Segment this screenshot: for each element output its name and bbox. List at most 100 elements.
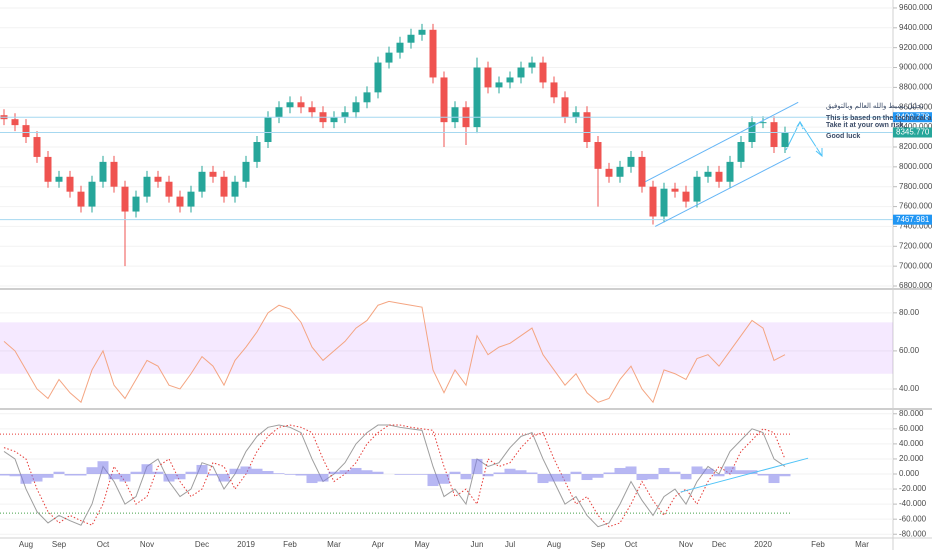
candle-body (605, 168, 613, 177)
histogram-bar (592, 474, 604, 478)
histogram-bar (306, 474, 318, 484)
histogram-bar (647, 474, 659, 480)
y-tick-label: 40.000 (899, 439, 924, 448)
histogram-bar (713, 474, 725, 477)
candle-body (759, 122, 767, 124)
x-tick-label: Feb (811, 540, 825, 549)
histogram-bar (438, 474, 450, 484)
y-tick-label: 40.00 (899, 384, 920, 393)
histogram-bar (196, 464, 208, 474)
y-tick-label: 7000.000 (899, 261, 932, 270)
rsi-band (0, 322, 893, 374)
histogram-bar (691, 466, 703, 474)
candle-body (627, 156, 635, 167)
candle-body (451, 107, 459, 123)
y-tick-label: 60.00 (899, 346, 920, 355)
histogram-bar (724, 466, 736, 474)
histogram-bar (548, 474, 560, 482)
candle-body (715, 171, 723, 182)
candle-body (418, 29, 426, 35)
candle-body (154, 176, 162, 182)
candle-body (99, 161, 107, 182)
histogram-bar (449, 471, 461, 474)
candle-body (209, 171, 217, 177)
price-tag-label: 8499.778 (896, 112, 930, 121)
candle-body (264, 117, 272, 143)
y-tick-label: -20.000 (899, 484, 927, 493)
candle-body (484, 67, 492, 88)
y-tick-label: -40.000 (899, 499, 927, 508)
histogram-bar (581, 474, 593, 481)
candle-body (297, 102, 305, 108)
candle-body (704, 171, 712, 177)
candle-body (352, 102, 360, 113)
candle-body (308, 107, 316, 113)
trend-line (654, 156, 791, 227)
trend-line (680, 457, 809, 493)
line-line (3, 424, 786, 528)
histogram-bar (537, 474, 549, 484)
x-tick-label: May (414, 540, 429, 549)
histogram-bar (9, 474, 21, 477)
x-tick-label: Oct (625, 540, 638, 549)
annotation: Take it at your own risk. (826, 122, 905, 129)
histogram-bar (636, 474, 648, 481)
histogram-bar (53, 471, 65, 474)
histogram-bar (20, 474, 32, 484)
histogram-bar (119, 474, 131, 482)
y-tick-label: 9200.000 (899, 43, 932, 52)
histogram-bar (680, 474, 692, 480)
x-tick-label: Apr (372, 540, 385, 549)
y-tick-label: -80.000 (899, 529, 927, 538)
x-tick-label: Jul (505, 540, 515, 549)
histogram-bar (460, 474, 472, 480)
candle-body (187, 191, 195, 207)
candle-body (616, 166, 624, 177)
candle-body (682, 191, 690, 202)
histogram-bar (108, 474, 120, 480)
candle-body (242, 161, 250, 182)
histogram-bar (757, 474, 769, 476)
histogram-bar (240, 466, 252, 474)
candle-body (44, 156, 52, 182)
histogram-bar (625, 466, 637, 474)
x-tick-label: Mar (327, 540, 341, 549)
candle-body (88, 181, 96, 207)
candle-body (198, 171, 206, 192)
price-tag (893, 214, 932, 225)
candle-body (539, 62, 547, 83)
histogram-bar (614, 467, 626, 474)
candle-body (11, 119, 19, 126)
candle-body (341, 112, 349, 118)
x-tick-label: Dec (195, 540, 209, 549)
y-tick-label: 9600.000 (899, 3, 932, 12)
histogram-bar (86, 467, 98, 474)
candle-body (77, 191, 85, 207)
y-tick-label: 8800.000 (899, 83, 932, 92)
annotation: This is based on the technical a (826, 115, 932, 122)
rsi-line (3, 300, 786, 404)
histogram-bar (207, 474, 219, 476)
candle-body (594, 142, 602, 169)
price-tag (893, 112, 932, 123)
candle-body (330, 117, 338, 123)
candle-body (561, 97, 569, 118)
x-tick-label: Sep (591, 540, 606, 549)
candle-body (176, 196, 184, 207)
histogram-bar (339, 470, 351, 474)
histogram-bar (0, 474, 10, 476)
y-tick-label: 8000.000 (899, 162, 932, 171)
price-tag-label: 7467.981 (896, 215, 930, 224)
candle-body (429, 29, 437, 78)
x-tick-label: Dec (712, 540, 726, 549)
y-tick-label: 8600.000 (899, 102, 932, 111)
x-tick-label: Nov (679, 540, 693, 549)
histogram-bar (42, 474, 54, 478)
histogram-bar (229, 468, 241, 474)
candle-body (528, 62, 536, 68)
candle-body (220, 176, 228, 197)
candle-body (693, 176, 701, 202)
dotted-line (3, 424, 786, 528)
